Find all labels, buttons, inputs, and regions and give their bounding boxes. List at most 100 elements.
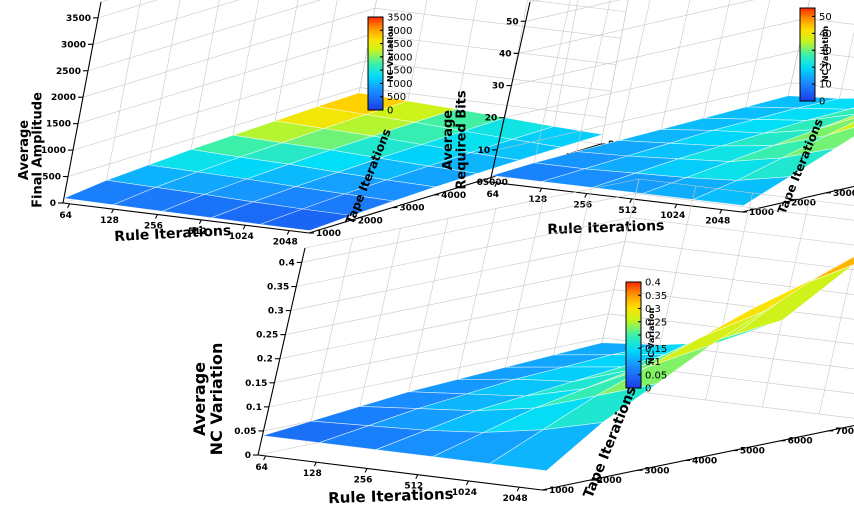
x-tick-label: 512: [404, 482, 423, 492]
grid-line: [600, 0, 629, 145]
y-tick-label: 4000: [441, 191, 466, 201]
colorbar-tick-label: 0.2: [645, 331, 661, 342]
x-tick-mark: [154, 214, 158, 219]
colorbar-amp: 0 500 1000 1500 2000 2500 3000 3500 NC Variation: [367, 13, 412, 117]
grid-line: [529, 0, 541, 3]
grid-line: [818, 259, 854, 415]
grid-line: [312, 0, 338, 127]
panel-amp: 6412825651210242048100020003000400050006…: [17, 0, 633, 248]
x-tick-mark: [629, 198, 633, 204]
z-axis-label-line: NC Variation: [207, 343, 226, 456]
grid-line: [657, 0, 691, 144]
surface-amp: [62, 92, 603, 231]
colorbar-tick-label: 0.35: [645, 291, 667, 302]
x-tick-mark: [539, 187, 543, 193]
colorbar-tick-label: 0: [387, 106, 393, 117]
x-tick-mark: [584, 193, 588, 198]
z-tick-label: 0.35: [267, 283, 289, 293]
z-axis: [62, 1, 102, 204]
grid-line: [518, 0, 755, 54]
y-tick-label: 5000: [740, 447, 765, 457]
y-tick-label: 2000: [358, 216, 383, 226]
surface-cell: [691, 176, 790, 206]
grid-line: [699, 0, 731, 135]
x-tick-mark: [198, 219, 202, 225]
x-tick-mark: [111, 208, 115, 214]
grid-line: [187, 0, 220, 165]
colorbar-tick-label: 50: [819, 12, 832, 23]
x-tick-mark: [719, 209, 723, 214]
z-tick-label: 0.3: [268, 307, 284, 317]
surface-nc: [262, 256, 854, 472]
z-tick-label: 0.2: [257, 355, 273, 365]
colorbar-label: NC Variation: [821, 26, 830, 83]
z-axis-label: AverageRequired Bits: [441, 90, 470, 189]
z-axis-label-line: Average: [190, 362, 209, 436]
colorbar-nc: 0 0.05 0.1 0.15 0.2 0.25 0.3 0.35 0.4 NC Variatio…: [625, 278, 667, 395]
x-tick-mark: [313, 461, 317, 467]
colorbar-tick-label: 0.4: [645, 278, 661, 289]
y-tick-label: 4000: [692, 456, 717, 466]
grid-line: [834, 31, 854, 122]
colorbar-tick-label: 2500: [387, 39, 412, 50]
x-tick-mark: [494, 182, 498, 188]
x-tick-label: 128: [303, 469, 322, 479]
grid-line: [87, 0, 627, 72]
grid-line: [146, 0, 181, 178]
y-tick-label: 3000: [644, 466, 669, 476]
z-axis-label: AverageFinal Amplitude: [17, 92, 46, 208]
y-tick-label: 1000: [749, 208, 774, 218]
grid-line: [353, 228, 401, 436]
colorbar-gradient: [367, 16, 384, 111]
colorbar-tick-label: 0.25: [645, 317, 667, 328]
colorbar-tick-label: 0.15: [645, 344, 667, 355]
colorbar-label: NC Variation: [647, 308, 656, 365]
grid-line: [104, 0, 141, 191]
grid-line: [304, 178, 854, 249]
grid-line: [705, 192, 753, 401]
x-tick-mark: [242, 224, 246, 230]
z-tick-label: 0.1: [246, 403, 262, 413]
z-tick-label: 0.05: [234, 427, 256, 437]
x-tick-label: 256: [573, 201, 592, 211]
colorbar-tick-label: 0: [645, 384, 651, 395]
grid-line: [400, 218, 449, 426]
x-axis-label: Rule Iterations: [328, 485, 454, 507]
grid-line: [573, 0, 611, 163]
x-tick-label: 2048: [503, 494, 528, 504]
x-tick-mark: [263, 455, 267, 461]
z-tick-label: 2500: [56, 67, 81, 77]
colorbar-tick-label: 0.05: [645, 370, 667, 381]
x-tick-label: 512: [188, 227, 207, 237]
z-axis-label-line: Average: [441, 110, 456, 170]
z-tick-label: 0: [245, 451, 251, 461]
panel-nc: 64 128 256 512 1024 2048 1000 2000 3000 4000 5000 6…: [190, 178, 854, 507]
colorbar-tick-label: 20: [819, 63, 832, 74]
colorbar-tick-label: 3000: [387, 26, 412, 37]
z-axis-label-line: Final Amplitude: [31, 92, 46, 208]
z-tick-label: 0: [477, 178, 483, 188]
colorbar-tick-label: 3500: [387, 13, 412, 24]
x-tick-label: 2048: [705, 217, 730, 227]
x-axis: [489, 181, 743, 213]
x-tick-label: 512: [618, 206, 637, 216]
x-tick-mark: [674, 203, 678, 209]
x-axis: [257, 454, 543, 491]
x-axis: [62, 202, 310, 234]
colorbar-tick-label: 1500: [387, 66, 412, 77]
y-axis: [741, 185, 854, 213]
x-tick-mark: [364, 468, 368, 473]
x-tick-mark: [465, 480, 469, 486]
surface-cell: [488, 421, 604, 472]
z-axis-label-line: Required Bits: [455, 90, 470, 189]
x-tick-label: 256: [354, 475, 373, 485]
grid-line: [92, 0, 240, 45]
colorbar-gradient: [799, 7, 816, 102]
colorbar-tick-label: 0: [819, 97, 825, 108]
colorbar-tick-label: 40: [819, 29, 832, 40]
axes-nc: 64 128 256 512 1024 2048 1000 2000 3000 4000 5000 6…: [234, 247, 854, 504]
z-tick-label: 0: [50, 199, 56, 209]
x-tick-mark: [67, 203, 71, 209]
y-tick-label: 1000: [316, 229, 341, 239]
x-tick-label: 64: [59, 211, 72, 221]
